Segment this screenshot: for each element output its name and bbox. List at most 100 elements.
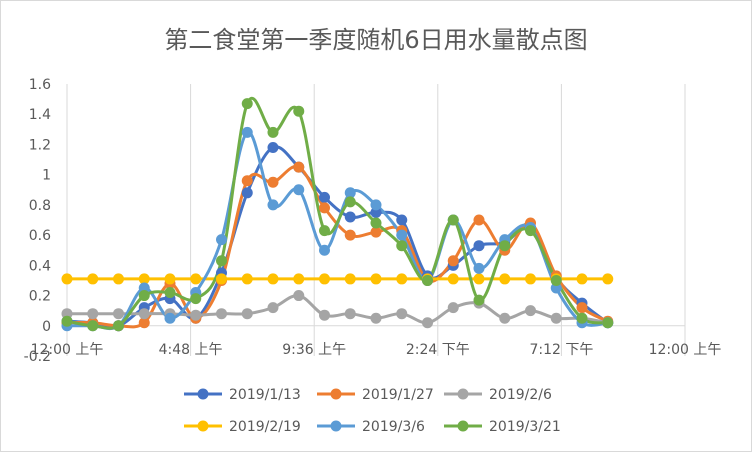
data-point	[473, 262, 485, 274]
series-points	[61, 98, 614, 332]
data-point	[138, 290, 150, 302]
y-tick-label: 0.6	[29, 228, 51, 244]
data-point	[344, 308, 356, 320]
data-point	[216, 308, 227, 320]
data-point	[396, 308, 408, 320]
data-point	[164, 287, 176, 299]
data-point	[241, 308, 253, 320]
axes: 12:00 上午 4:48 上午 9:36 上午 2:24 下午 7:12 下午 12:0…	[24, 77, 722, 365]
data-point	[550, 312, 562, 324]
series-line-1	[66, 145, 609, 328]
data-point	[241, 273, 253, 285]
data-point	[499, 312, 511, 324]
legend-label: 2019/1/27	[362, 387, 434, 403]
data-point	[396, 240, 408, 252]
data-point	[216, 273, 227, 285]
data-point	[396, 214, 408, 226]
data-point	[113, 320, 124, 332]
data-point	[293, 161, 305, 173]
data-point	[138, 282, 150, 294]
data-point	[267, 302, 279, 314]
data-point	[576, 312, 588, 324]
data-point	[499, 240, 511, 252]
data-point	[370, 273, 382, 285]
data-point	[422, 274, 433, 286]
data-point	[138, 308, 150, 320]
data-point	[138, 273, 150, 285]
y-tick-label: 1	[42, 168, 51, 184]
y-tick-label: 0.8	[29, 198, 51, 214]
data-point	[293, 105, 305, 117]
data-point	[550, 274, 562, 286]
data-point	[61, 308, 73, 320]
data-point	[87, 320, 99, 332]
data-point	[113, 308, 124, 320]
data-point	[267, 199, 279, 211]
data-point	[61, 273, 73, 285]
data-point	[241, 175, 253, 187]
data-point	[447, 273, 459, 285]
data-point	[319, 273, 330, 285]
data-point	[216, 255, 227, 267]
data-point	[319, 202, 330, 214]
data-point	[602, 317, 614, 329]
data-point	[319, 225, 330, 237]
data-point	[190, 293, 202, 305]
data-point	[190, 309, 202, 321]
legend-marker	[330, 388, 342, 400]
data-point	[267, 141, 279, 153]
data-point	[241, 126, 253, 138]
data-point	[422, 317, 433, 329]
data-point	[370, 226, 382, 238]
data-point	[344, 273, 356, 285]
data-point	[473, 273, 485, 285]
legend-label: 2019/1/13	[229, 387, 301, 403]
data-point	[344, 196, 356, 208]
data-point	[61, 315, 73, 327]
data-point	[216, 234, 227, 246]
data-point	[344, 211, 356, 223]
data-point	[267, 126, 279, 138]
data-point	[370, 199, 382, 211]
data-point	[370, 217, 382, 229]
data-point	[473, 294, 485, 306]
data-point	[190, 273, 202, 285]
data-point	[113, 273, 124, 285]
data-point	[293, 290, 305, 302]
y-tick-label: 1.2	[29, 137, 51, 153]
data-point	[344, 229, 356, 241]
data-point	[473, 214, 485, 226]
data-point	[319, 309, 330, 321]
y-tick-label: 0.2	[29, 289, 51, 305]
data-point	[602, 273, 614, 285]
data-point	[87, 308, 99, 320]
data-point	[370, 312, 382, 324]
series-line-3	[67, 294, 609, 325]
x-tick-label: 7:12 下午	[529, 342, 593, 358]
series-line-2	[66, 164, 609, 329]
data-point	[576, 302, 588, 314]
legend-label: 2019/3/21	[489, 419, 561, 435]
data-point	[164, 273, 176, 285]
data-point	[241, 187, 253, 199]
data-point	[525, 225, 536, 237]
data-point	[550, 282, 562, 294]
legend-label: 2019/3/6	[362, 419, 425, 435]
data-point	[447, 302, 459, 314]
x-tick-label: 4:48 上午	[159, 342, 223, 358]
series-line-5	[66, 130, 608, 331]
legend-label: 2019/2/19	[229, 419, 301, 435]
x-tick-label: 12:00 上午	[649, 342, 722, 358]
x-tick-label: 9:36 上午	[282, 342, 346, 358]
data-point	[576, 273, 588, 285]
y-tick-label: 1.4	[29, 107, 51, 123]
legend: 2019/1/13 2019/1/27 2019/2/6 2019/2/19 2019/…	[184, 387, 561, 435]
data-point	[370, 206, 382, 218]
data-point	[87, 273, 99, 285]
y-tick-label: 0.4	[29, 258, 51, 274]
legend-marker	[197, 388, 209, 400]
legend-marker	[197, 420, 209, 432]
y-tick-label: -0.2	[24, 349, 51, 365]
